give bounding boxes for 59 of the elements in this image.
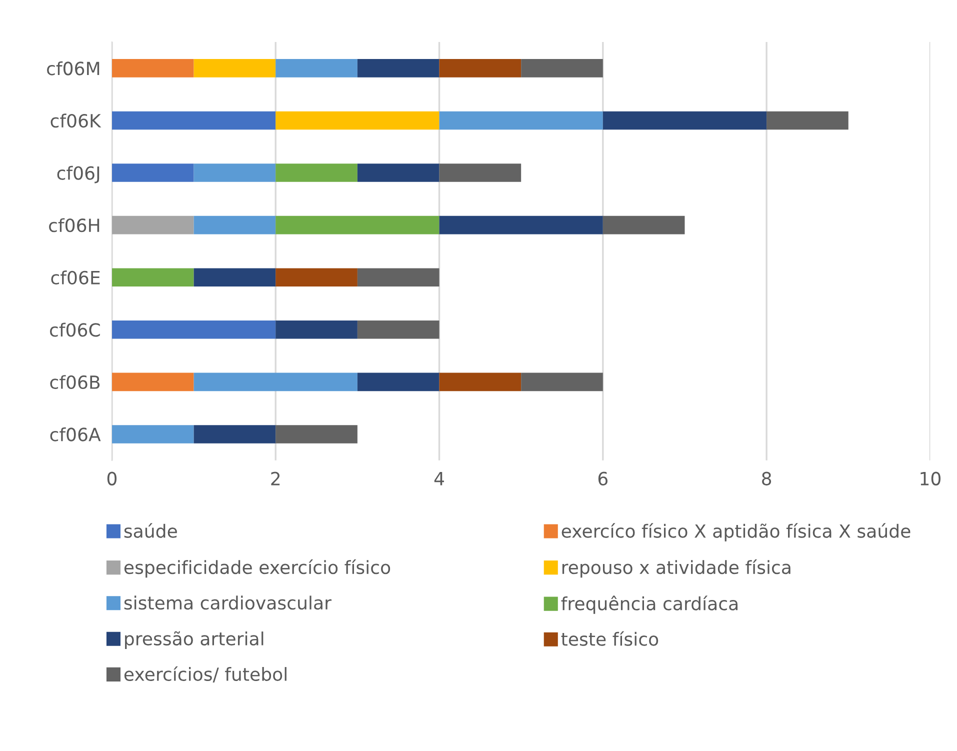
legend-label: frequência cardíaca	[561, 596, 738, 614]
bar	[357, 372, 440, 392]
y-tick-label: cf06K	[50, 114, 102, 128]
bar	[194, 425, 276, 444]
legend-label: repouso x atividade física	[562, 559, 790, 578]
bar	[112, 268, 194, 287]
bar	[276, 111, 440, 130]
bar	[357, 59, 440, 78]
bar	[112, 111, 276, 130]
bar	[357, 320, 440, 339]
legend-label: saúde	[124, 523, 177, 538]
legend-label: exercícios/ futebol	[124, 666, 286, 682]
bar	[194, 59, 276, 78]
legend-label: especificidade exercício físico	[124, 559, 390, 578]
bar	[357, 164, 440, 182]
y-tick-label: cf06B	[50, 375, 100, 390]
bar	[276, 425, 358, 444]
bar	[602, 111, 767, 130]
bar	[194, 164, 276, 182]
y-tick-label: cf06M	[47, 61, 100, 76]
y-tick-label: cf06E	[51, 270, 100, 284]
bar	[439, 164, 522, 182]
bar	[521, 372, 603, 392]
bar	[439, 59, 522, 78]
legend-label: exercíco físico X aptidão física X saúde	[562, 523, 910, 542]
x-tick-label: 6	[598, 472, 608, 486]
bar	[112, 320, 276, 339]
legend-label: pressão arterial	[125, 631, 264, 649]
legend-label: teste físico	[561, 631, 658, 646]
bar	[276, 320, 358, 339]
y-tick-label: cf06J	[57, 166, 100, 184]
x-tick-label: 0	[107, 472, 117, 486]
x-tick-label: 8	[762, 472, 772, 486]
bar	[276, 216, 440, 234]
y-tick-label: cf06A	[50, 427, 101, 442]
y-tick-label: cf06H	[49, 218, 100, 232]
bar	[194, 372, 358, 392]
y-tick-label: cf06C	[50, 322, 100, 337]
bar	[194, 216, 276, 234]
bar	[276, 164, 358, 182]
bar	[194, 268, 276, 287]
bar	[112, 372, 194, 392]
bar	[439, 111, 603, 130]
bar	[521, 59, 603, 78]
bar	[112, 216, 194, 234]
bar	[112, 425, 194, 444]
bar	[276, 59, 358, 78]
bar	[602, 216, 685, 234]
bar	[439, 216, 603, 234]
bar	[276, 268, 358, 287]
bar	[112, 59, 194, 78]
bar	[112, 164, 194, 182]
bar	[357, 268, 440, 287]
x-tick-label: 2	[271, 472, 280, 486]
legend-label: sistema cardiovascular	[124, 596, 332, 610]
bar	[439, 372, 522, 392]
x-tick-label: 10	[920, 472, 940, 486]
bar	[766, 111, 848, 130]
x-tick-label: 4	[434, 472, 444, 486]
